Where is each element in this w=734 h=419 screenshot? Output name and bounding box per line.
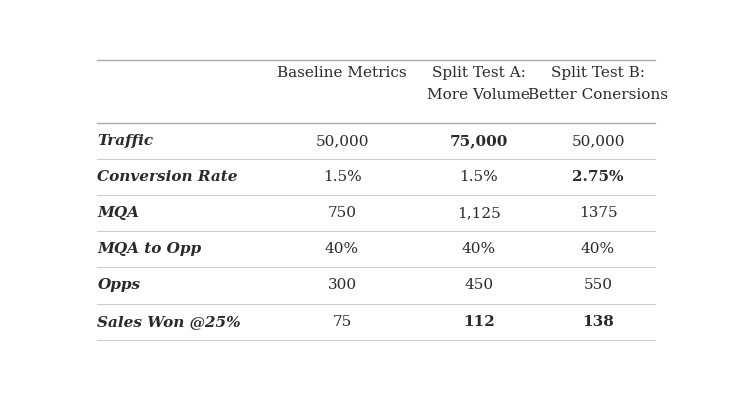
Text: 750: 750 [327,206,357,220]
Text: Split Test A:
More Volume: Split Test A: More Volume [427,67,530,101]
Text: 50,000: 50,000 [316,134,368,148]
Text: Split Test B:
Better Conersions: Split Test B: Better Conersions [528,67,668,101]
Text: Baseline Metrics: Baseline Metrics [277,67,407,80]
Text: 112: 112 [462,315,495,328]
Text: 1.5%: 1.5% [459,170,498,184]
Text: 50,000: 50,000 [571,134,625,148]
Text: 1.5%: 1.5% [323,170,361,184]
Text: 40%: 40% [462,242,495,256]
Text: 1,125: 1,125 [457,206,501,220]
Text: Conversion Rate: Conversion Rate [98,170,238,184]
Text: 1375: 1375 [578,206,617,220]
Text: 138: 138 [582,315,614,328]
Text: 450: 450 [464,279,493,292]
Text: 40%: 40% [325,242,359,256]
Text: 300: 300 [327,279,357,292]
Text: Opps: Opps [98,279,141,292]
Text: 75: 75 [333,315,352,328]
Text: 40%: 40% [581,242,615,256]
Text: MQA: MQA [98,206,139,220]
Text: 2.75%: 2.75% [573,170,624,184]
Text: Traffic: Traffic [98,134,153,148]
Text: MQA to Opp: MQA to Opp [98,242,202,256]
Text: 550: 550 [584,279,613,292]
Text: 75,000: 75,000 [449,134,508,148]
Text: Sales Won @25%: Sales Won @25% [98,315,241,328]
